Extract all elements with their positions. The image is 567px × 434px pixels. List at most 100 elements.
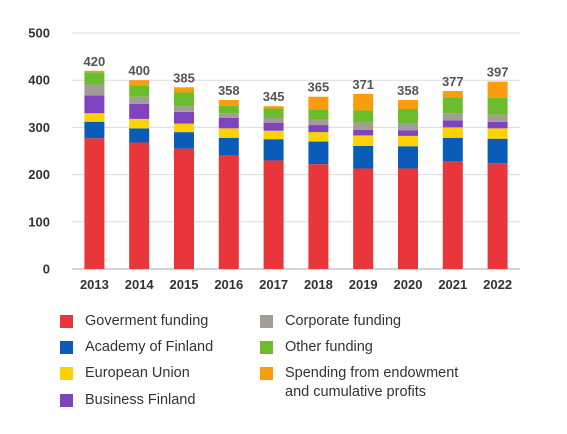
bar-segment-2014-s3 [129, 103, 150, 119]
legend-item-business-finland: Business Finland [60, 391, 195, 410]
bar-segment-2021-s0 [442, 161, 463, 269]
x-tick-label: 2017 [259, 277, 288, 292]
bar-segment-2019-s3 [353, 129, 374, 136]
bar-segment-2020-s6 [398, 100, 418, 109]
bar-segment-2015-s4 [174, 106, 194, 112]
bar-segment-2014-s2 [129, 118, 150, 129]
bar-segment-2019-s6 [353, 93, 374, 111]
bar-segment-2013-s6 [84, 70, 105, 73]
bar-segment-2018-s6 [308, 96, 329, 110]
x-tick-label: 2014 [125, 277, 155, 292]
bar-segment-2016-s3 [218, 117, 239, 129]
bar-segment-2022-s6 [487, 81, 508, 98]
total-label: 397 [487, 65, 509, 80]
bar-segment-2022-s0 [487, 163, 508, 269]
bar-segment-2020-s0 [398, 168, 418, 269]
bar-segment-2015-s6 [174, 87, 194, 93]
bar-segment-2013-s5 [84, 72, 105, 85]
bar-segment-2017-s4 [263, 117, 284, 123]
bar-segment-2019-s5 [353, 110, 374, 123]
bar-segment-2015-s2 [174, 123, 194, 133]
bar-segment-2022-s1 [487, 138, 508, 164]
bar-segment-2022-s4 [487, 114, 508, 122]
bar-segment-2022-s2 [487, 128, 508, 139]
bar-segment-2020-s4 [398, 123, 418, 131]
legend-label: Business Finland [85, 392, 196, 408]
legend-label: European Union [85, 365, 190, 381]
x-tick-label: 2019 [349, 277, 378, 292]
y-tick-label: 300 [28, 120, 50, 135]
legend-item-corporate-funding: Corporate funding [260, 312, 401, 331]
bar-segment-2020-s2 [398, 135, 418, 147]
x-tick-label: 2021 [438, 277, 467, 292]
bar-segment-2021-s5 [442, 97, 463, 114]
total-label: 377 [442, 74, 464, 89]
bar-segment-2015-s5 [174, 92, 194, 107]
bar-segment-2022-s5 [487, 97, 508, 115]
legend-item-european-union: European Union [60, 364, 190, 383]
bar-segment-2018-s2 [308, 132, 329, 142]
y-tick-label: 0 [43, 262, 50, 277]
legend-swatch [260, 315, 273, 328]
legend-label: Academy of Finland [85, 339, 214, 355]
bar-segment-2013-s0 [84, 138, 105, 269]
legend-swatch [60, 367, 73, 380]
bar-segment-2017-s6 [263, 106, 284, 109]
legend-swatch [260, 341, 273, 354]
bar-segment-2013-s2 [84, 113, 105, 122]
bar-segment-2018-s1 [308, 141, 329, 165]
bar-segment-2016-s6 [218, 100, 239, 106]
bar-segment-2016-s1 [218, 137, 239, 156]
bar-segment-2016-s2 [218, 128, 239, 138]
bar-segment-2020-s3 [398, 130, 418, 136]
total-label: 358 [397, 83, 419, 98]
bar-segment-2021-s3 [442, 120, 463, 128]
total-label: 400 [128, 63, 150, 78]
bar-segment-2019-s0 [353, 168, 374, 269]
chart-plot: 0 100 200 300 400 500 420 2013 400 2014 385 2015 358… [28, 26, 520, 292]
x-tick-label: 2022 [483, 277, 512, 292]
legend-label: Corporate funding [285, 313, 402, 329]
bar-segment-2014-s5 [129, 85, 150, 97]
bar-segment-2018-s3 [308, 125, 329, 133]
legend-label: Spending from endowment and cumulative p… [285, 365, 459, 400]
bar-segment-2015-s0 [174, 148, 194, 269]
bar-segment-2021-s2 [442, 127, 463, 138]
bar-segment-2018-s4 [308, 119, 329, 126]
bar-segment-2017-s5 [263, 108, 284, 118]
x-tick-label: 2018 [304, 277, 333, 292]
bar-segment-2020-s1 [398, 146, 418, 169]
legend-label: Other funding [285, 339, 373, 355]
bar-segment-2018-s5 [308, 109, 329, 120]
bar-segment-2014-s6 [129, 80, 150, 86]
x-tick-label: 2020 [394, 277, 423, 292]
total-label: 385 [173, 70, 195, 85]
legend-swatch [60, 341, 73, 354]
bar-segment-2017-s3 [263, 122, 284, 131]
bar-segment-2013-s4 [84, 84, 105, 96]
y-tick-label: 500 [28, 26, 50, 41]
legend-item-spending-from-endowment: Spending from endowment and cumulative p… [260, 364, 458, 402]
bar-segment-2019-s4 [353, 122, 374, 130]
x-tick-label: 2015 [170, 277, 199, 292]
bar-segment-2017-s0 [263, 160, 284, 269]
y-tick-label: 100 [28, 214, 50, 229]
bar-segment-2018-s0 [308, 164, 329, 269]
y-tick-label: 200 [28, 167, 50, 182]
bar-segment-2020-s5 [398, 108, 418, 124]
bar-segment-2017-s1 [263, 139, 284, 161]
total-label: 365 [308, 80, 330, 95]
legend-swatch [260, 367, 273, 380]
bar-segment-2019-s1 [353, 145, 374, 169]
legend-item-academy-of-finland: Academy of Finland [60, 338, 213, 357]
bar-segment-2015-s3 [174, 111, 194, 124]
legend-item-goverment-funding: Goverment funding [60, 312, 208, 331]
total-label: 358 [218, 83, 240, 98]
y-tick-label: 400 [28, 73, 50, 88]
total-label: 420 [84, 54, 106, 69]
legend-swatch [60, 394, 73, 407]
bar-segment-2017-s2 [263, 130, 284, 140]
bar-segment-2022-s3 [487, 121, 508, 129]
bar-segment-2013-s1 [84, 121, 105, 139]
